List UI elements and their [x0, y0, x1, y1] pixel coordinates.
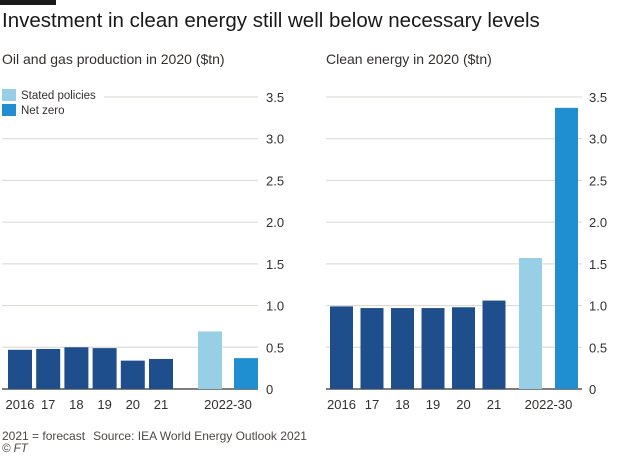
x-tick-label: 21 [154, 397, 168, 412]
panel-1-title: Oil and gas production in 2020 ($tn) [2, 51, 225, 67]
x-tick-label: 21 [487, 397, 501, 412]
x-tick-label: 18 [69, 397, 83, 412]
y-tick-label: 3.0 [589, 132, 607, 147]
y-tick-label: 2.0 [266, 215, 284, 230]
y-tick-label: 0.5 [266, 340, 284, 355]
bar-2016 [8, 349, 32, 389]
bar-scenario-stated-policies [198, 331, 222, 389]
y-tick-label: 2.5 [589, 173, 607, 188]
bar-17 [36, 348, 61, 389]
panel-2-title: Clean energy in 2020 ($tn) [326, 51, 492, 67]
x-tick-label: 17 [41, 397, 55, 412]
bar-2016 [330, 306, 353, 389]
legend-swatch-net-zero [2, 104, 16, 116]
bar-21 [482, 300, 506, 389]
x-tick-label: 20 [126, 397, 140, 412]
ft-topbar [0, 0, 56, 5]
x-tick-label: 18 [395, 397, 409, 412]
footer-note: 2021 = forecast Source: IEA World Energy … [2, 429, 307, 443]
x-tick-label: 2016 [327, 397, 356, 412]
bar-scenario-stated-policies [519, 258, 542, 389]
chart-title: Investment in clean energy still well be… [2, 9, 540, 32]
y-tick-label: 1.0 [589, 299, 607, 314]
bar-20 [120, 360, 145, 389]
bar-scenario-net-zero [555, 107, 578, 390]
y-tick-label: 3.5 [589, 90, 607, 105]
bar-20 [452, 307, 475, 389]
y-tick-label: 0 [589, 382, 596, 397]
forecast-note: 2021 = forecast [2, 429, 86, 443]
y-tick-label: 3.5 [266, 90, 284, 105]
legend-label-stated-policies: Stated policies [21, 90, 96, 102]
bar-18 [64, 347, 89, 389]
legend: Stated policies Net zero [2, 89, 96, 117]
bar-18 [391, 308, 414, 389]
legend-swatch-stated-policies [2, 89, 16, 101]
bar-21 [149, 358, 173, 389]
x-tick-label-scenario: 2022-30 [204, 397, 252, 412]
y-tick-label: 2.0 [589, 215, 607, 230]
source-note: Source: IEA World Energy Outlook 2021 [93, 429, 307, 443]
x-tick-label: 2016 [6, 397, 35, 412]
y-tick-label: 0 [266, 382, 273, 397]
ft-credit: © FT [2, 443, 28, 455]
panel-clean-energy: 0 0.5 1.0 1.5 2.0 2.5 3.0 3.5 2016 17 18 19 20 21 2022… [326, 90, 607, 412]
x-tick-label: 20 [456, 397, 470, 412]
bar-scenario-net-zero [234, 358, 258, 389]
y-tick-label: 1.5 [589, 257, 607, 272]
x-tick-label: 19 [426, 397, 440, 412]
y-tick-label: 3.0 [266, 132, 284, 147]
bar-19 [92, 348, 117, 389]
panel-oil-gas: 0 0.5 1.0 1.5 2.0 2.5 3.0 3.5 2016 17 18 19 20 21 2022… [2, 90, 284, 412]
y-tick-label: 0.5 [589, 340, 607, 355]
y-tick-label: 1.5 [266, 257, 284, 272]
y-tick-label: 1.0 [266, 299, 284, 314]
y-tick-label: 2.5 [266, 173, 284, 188]
bar-19 [421, 308, 445, 389]
bar-17 [360, 308, 384, 389]
legend-label-net-zero: Net zero [21, 105, 64, 117]
x-tick-label: 17 [365, 397, 379, 412]
x-tick-label-scenario: 2022-30 [525, 397, 573, 412]
x-tick-label: 19 [97, 397, 111, 412]
